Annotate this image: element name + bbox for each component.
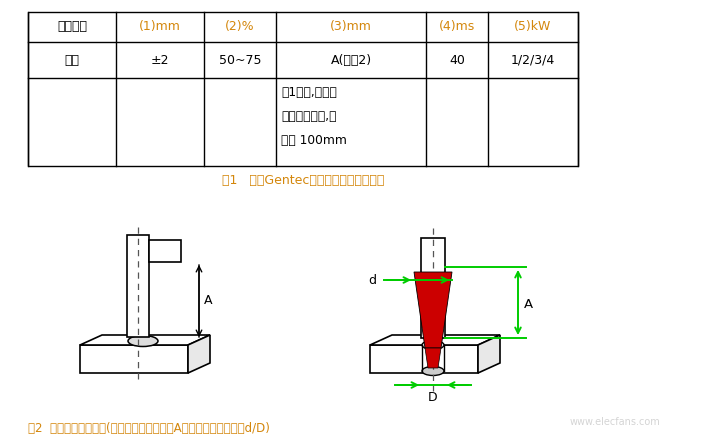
Ellipse shape <box>422 341 444 350</box>
Text: (2)%: (2)% <box>225 20 255 34</box>
Ellipse shape <box>128 335 158 347</box>
Text: 与1对应,不同光: 与1对应,不同光 <box>281 85 337 99</box>
Text: (3)mm: (3)mm <box>330 20 372 34</box>
Text: 头测量值不同,参: 头测量值不同,参 <box>281 109 337 123</box>
Bar <box>127 235 149 337</box>
Bar <box>370 345 478 373</box>
Polygon shape <box>370 335 500 345</box>
Text: 表1   使用Gentec测量功率建议测量范围: 表1 使用Gentec测量功率建议测量范围 <box>222 174 384 187</box>
Text: ±2: ±2 <box>151 54 169 67</box>
Text: 考值 100mm: 考值 100mm <box>281 133 347 146</box>
Polygon shape <box>478 335 500 373</box>
Text: A: A <box>524 299 533 311</box>
Polygon shape <box>188 335 210 373</box>
Text: 测量内容: 测量内容 <box>57 20 87 34</box>
Text: 范围: 范围 <box>65 54 80 67</box>
Text: A: A <box>204 294 212 307</box>
Text: D: D <box>428 391 438 403</box>
Text: (4)ms: (4)ms <box>439 20 475 34</box>
Text: 图2  功率计测量原理图(左：对中及测量距离A，右：光斑大小占比d/D): 图2 功率计测量原理图(左：对中及测量距离A，右：光斑大小占比d/D) <box>28 422 270 435</box>
Ellipse shape <box>422 367 444 375</box>
Bar <box>149 240 181 262</box>
Text: 1/2/3/4: 1/2/3/4 <box>511 54 555 67</box>
Text: (5)kW: (5)kW <box>514 20 552 34</box>
Polygon shape <box>80 335 210 345</box>
Text: (1)mm: (1)mm <box>139 20 181 34</box>
Text: www.elecfans.com: www.elecfans.com <box>570 417 661 427</box>
Text: 50~75: 50~75 <box>219 54 261 67</box>
Bar <box>80 345 188 373</box>
Polygon shape <box>414 272 452 348</box>
Text: d: d <box>368 273 376 286</box>
Bar <box>421 238 445 338</box>
Polygon shape <box>425 348 441 368</box>
Text: A(见图2): A(见图2) <box>330 54 371 67</box>
Bar <box>28 12 578 166</box>
Text: 40: 40 <box>449 54 465 67</box>
